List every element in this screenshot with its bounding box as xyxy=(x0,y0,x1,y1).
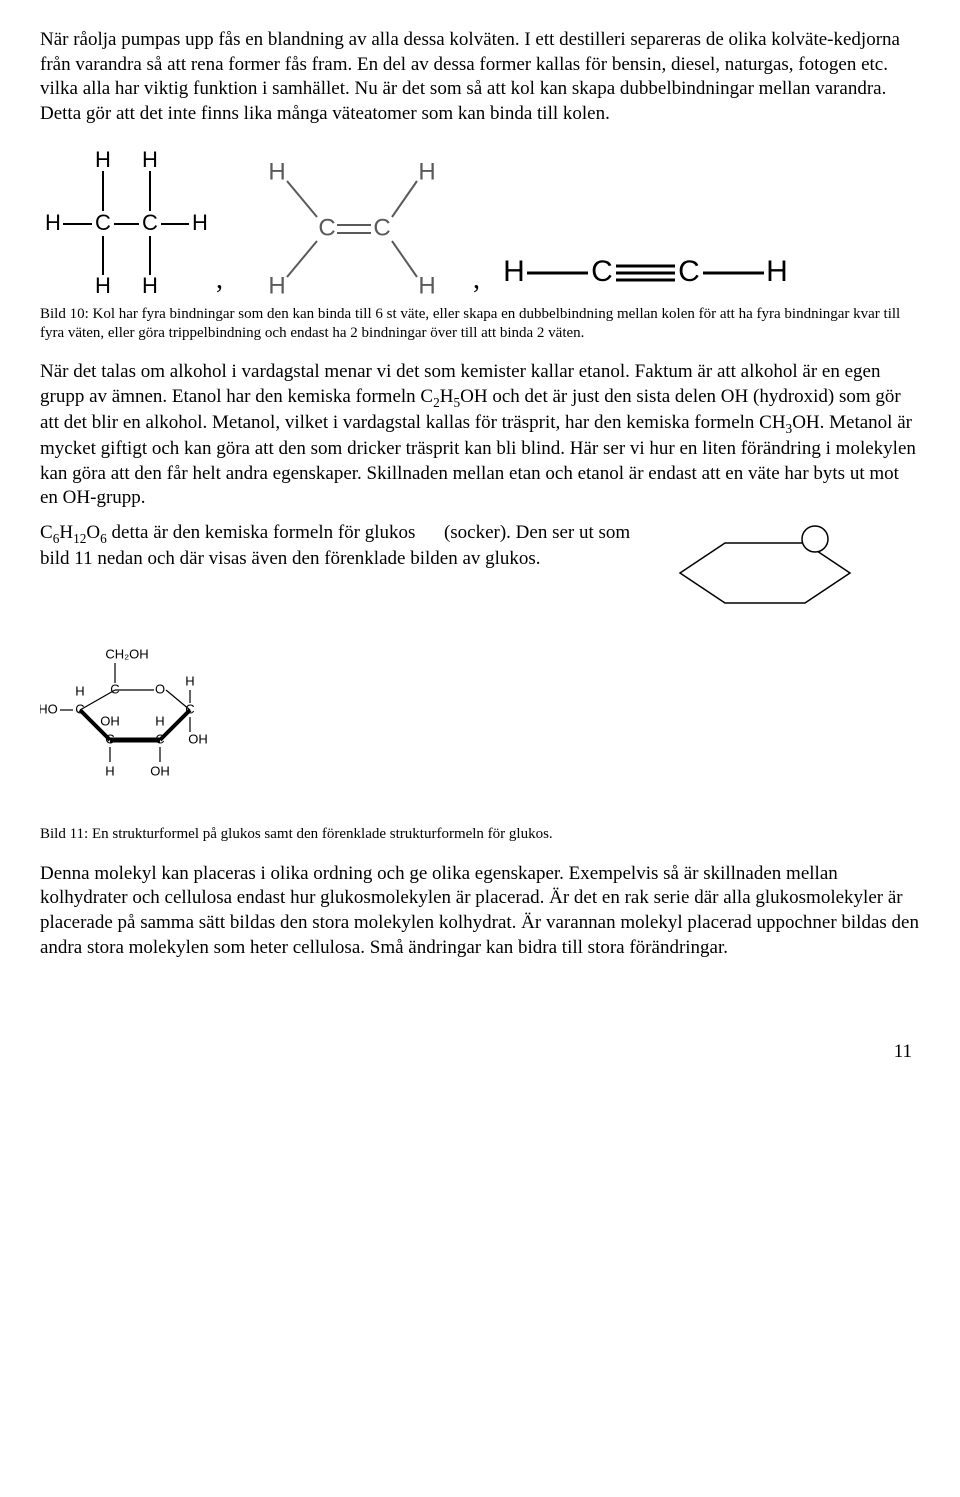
svg-text:C: C xyxy=(75,701,84,716)
figure-10-molecules: H H H C C H H H , H H C C H H , H C C H xyxy=(40,141,920,301)
svg-text:H: H xyxy=(268,158,285,185)
text: C xyxy=(40,522,53,543)
svg-text:H: H xyxy=(418,272,435,299)
svg-text:H: H xyxy=(105,763,114,778)
svg-text:C: C xyxy=(591,255,613,288)
svg-text:H: H xyxy=(503,255,525,288)
svg-text:C: C xyxy=(373,214,390,241)
subscript: 6 xyxy=(53,531,60,546)
svg-text:H: H xyxy=(142,147,158,172)
svg-text:OH: OH xyxy=(100,713,120,728)
svg-text:HO: HO xyxy=(40,701,58,716)
subscript: 2 xyxy=(433,395,440,410)
glucose-structural-diagram: OCCCCCCH₂OHOHHOHHHOHHOH xyxy=(40,635,220,805)
subscript: 12 xyxy=(73,531,86,546)
page-number: 11 xyxy=(40,1040,920,1065)
svg-text:C: C xyxy=(155,731,164,746)
svg-text:H: H xyxy=(418,158,435,185)
figure-11-caption: Bild 11: En strukturformel på glukos sam… xyxy=(40,825,920,844)
paragraph-alcohol: När det talas om alkohol i vardagstal me… xyxy=(40,360,920,511)
svg-text:OH: OH xyxy=(150,763,170,778)
svg-text:H: H xyxy=(155,713,164,728)
svg-text:H: H xyxy=(766,255,788,288)
svg-text:CH₂OH: CH₂OH xyxy=(105,646,148,661)
paragraph-glucose-formula: C6H12O6 detta är den kemiska formeln för… xyxy=(40,521,920,635)
separator: , xyxy=(471,262,490,300)
svg-text:C: C xyxy=(110,681,119,696)
svg-text:C: C xyxy=(678,255,700,288)
svg-text:C: C xyxy=(95,210,111,235)
svg-text:H: H xyxy=(268,272,285,299)
svg-text:OH: OH xyxy=(188,731,208,746)
svg-text:C: C xyxy=(142,210,158,235)
paragraph-intro: När råolja pumpas upp fås en blandning a… xyxy=(40,28,920,127)
text: bilden av glukos. xyxy=(410,548,540,569)
svg-text:C: C xyxy=(105,731,114,746)
subscript: 6 xyxy=(100,531,107,546)
ethene-diagram: H H C C H H xyxy=(237,151,467,301)
ethane-diagram: H H H C C H H H xyxy=(40,141,210,301)
text: detta är den kemiska formeln för glukos xyxy=(107,522,416,543)
paragraph-cellulose: Denna molekyl kan placeras i olika ordni… xyxy=(40,862,920,961)
glucose-simplified-diagram xyxy=(670,523,860,631)
svg-text:H: H xyxy=(75,683,84,698)
svg-text:O: O xyxy=(155,681,165,696)
figure-11-glucose: OCCCCCCH₂OHOHHOHHHOHHOH xyxy=(40,635,920,805)
ethyne-diagram: HCCH xyxy=(494,241,794,301)
svg-text:H: H xyxy=(95,147,111,172)
svg-text:C: C xyxy=(185,701,194,716)
svg-text:H: H xyxy=(192,210,208,235)
svg-text:C: C xyxy=(318,214,335,241)
svg-text:H: H xyxy=(142,273,158,298)
figure-10-caption: Bild 10: Kol har fyra bindningar som den… xyxy=(40,305,920,343)
separator: , xyxy=(214,262,233,300)
svg-text:H: H xyxy=(95,273,111,298)
svg-text:H: H xyxy=(45,210,61,235)
svg-text:H: H xyxy=(185,673,194,688)
